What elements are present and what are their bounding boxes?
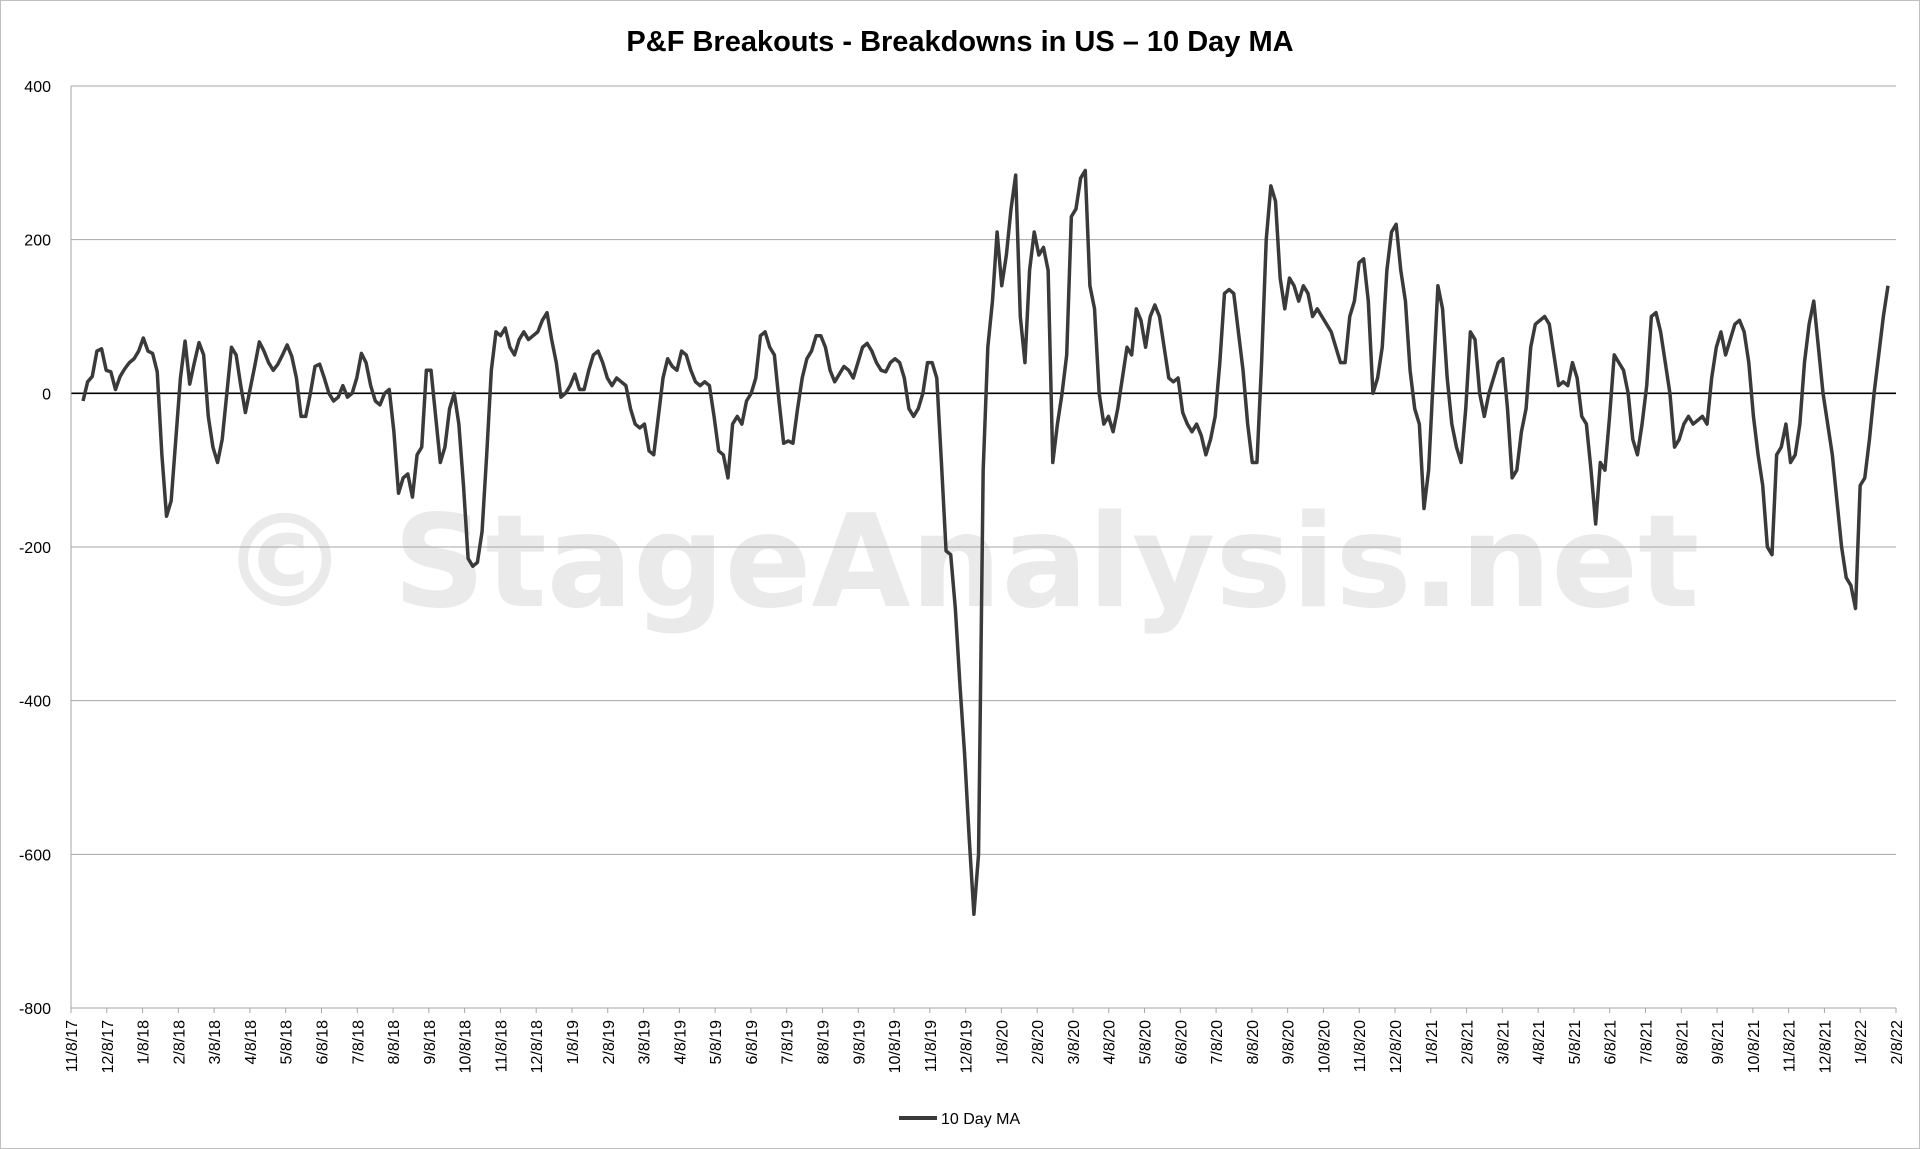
x-tick-label: 6/8/20	[1173, 1020, 1190, 1065]
y-tick-label: -600	[19, 847, 51, 864]
chart-title: P&F Breakouts - Breakdowns in US – 10 Da…	[626, 26, 1293, 58]
legend: 10 Day MA	[899, 1111, 1020, 1128]
x-tick-label: 3/8/20	[1066, 1020, 1083, 1065]
x-tick-label: 3/8/19	[637, 1020, 654, 1065]
x-tick-label: 1/8/20	[994, 1020, 1011, 1065]
y-tick-label: -200	[19, 540, 51, 557]
watermark-text: © StageAnalysis.net	[221, 488, 1700, 637]
x-tick-label: 11/8/21	[1782, 1020, 1799, 1072]
x-tick-label: 8/8/20	[1245, 1020, 1262, 1065]
x-tick-label: 2/8/21	[1460, 1020, 1477, 1065]
x-tick-label: 4/8/20	[1102, 1020, 1119, 1065]
x-tick-label: 6/8/21	[1603, 1020, 1620, 1065]
x-tick-label: 3/8/21	[1495, 1020, 1512, 1065]
x-tick-label: 1/8/19	[565, 1020, 582, 1065]
y-tick-label: 400	[24, 79, 51, 96]
x-tick-label: 5/8/18	[279, 1020, 296, 1065]
x-tick-label: 4/8/19	[672, 1020, 689, 1065]
x-tick-label: 10/8/18	[458, 1020, 475, 1073]
y-axis-ticks: 400 200 0 -200 -400 -600 -800	[19, 79, 51, 1018]
x-tick-label: 8/8/18	[386, 1020, 403, 1065]
x-tick-label: 10/8/20	[1316, 1020, 1333, 1073]
x-tick-label: 1/8/22	[1853, 1020, 1870, 1065]
x-tick-label: 6/8/18	[314, 1020, 331, 1065]
x-tick-label: 7/8/18	[350, 1020, 367, 1065]
x-tick-label: 7/8/21	[1639, 1020, 1656, 1065]
x-tick-label: 12/8/17	[100, 1020, 117, 1073]
x-axis-ticks: 11/8/17 12/8/17 1/8/18 2/8/18 3/8/18 4/8/18 5/…	[64, 1008, 1906, 1073]
x-tick-label: 8/8/21	[1674, 1020, 1691, 1065]
x-tick-label: 9/8/19	[851, 1020, 868, 1065]
y-tick-label: -400	[19, 694, 51, 711]
x-tick-label: 5/8/20	[1138, 1020, 1155, 1065]
x-tick-label: 6/8/19	[744, 1020, 761, 1065]
x-tick-label: 11/8/20	[1352, 1020, 1369, 1072]
x-tick-label: 2/8/20	[1030, 1020, 1047, 1065]
y-tick-label: 0	[42, 386, 51, 403]
x-tick-label: 12/8/20	[1388, 1020, 1405, 1073]
x-tick-label: 10/8/19	[887, 1020, 904, 1073]
x-tick-label: 10/8/21	[1746, 1020, 1763, 1073]
x-tick-label: 7/8/20	[1209, 1020, 1226, 1065]
series-line-10-day-ma	[81, 168, 1890, 917]
grid-lines	[70, 85, 1896, 1009]
x-tick-label: 7/8/19	[780, 1020, 797, 1065]
x-tick-label: 1/8/21	[1424, 1020, 1441, 1065]
y-tick-label: 200	[24, 233, 51, 250]
x-tick-label: 11/8/18	[493, 1020, 510, 1072]
x-tick-label: 2/8/18	[171, 1020, 188, 1065]
x-tick-label: 12/8/18	[529, 1020, 546, 1073]
x-tick-label: 3/8/18	[207, 1020, 224, 1065]
x-tick-label: 5/8/19	[708, 1020, 725, 1065]
x-tick-label: 8/8/19	[815, 1020, 832, 1065]
x-tick-label: 11/8/17	[64, 1020, 81, 1072]
x-tick-label: 1/8/18	[136, 1020, 153, 1065]
x-tick-label: 2/8/19	[601, 1020, 618, 1065]
x-tick-label: 4/8/18	[243, 1020, 260, 1065]
y-tick-label: -800	[19, 1001, 51, 1018]
series-layer	[81, 168, 1890, 917]
x-tick-label: 9/8/21	[1710, 1020, 1727, 1065]
x-tick-label: 9/8/18	[422, 1020, 439, 1065]
x-tick-label: 4/8/21	[1531, 1020, 1548, 1065]
x-tick-label: 12/8/19	[959, 1020, 976, 1073]
x-tick-label: 11/8/19	[923, 1020, 940, 1072]
x-tick-label: 12/8/21	[1817, 1020, 1834, 1073]
x-tick-label: 2/8/22	[1889, 1020, 1906, 1065]
x-tick-label: 9/8/20	[1281, 1020, 1298, 1065]
x-tick-label: 5/8/21	[1567, 1020, 1584, 1065]
legend-label: 10 Day MA	[941, 1111, 1020, 1128]
